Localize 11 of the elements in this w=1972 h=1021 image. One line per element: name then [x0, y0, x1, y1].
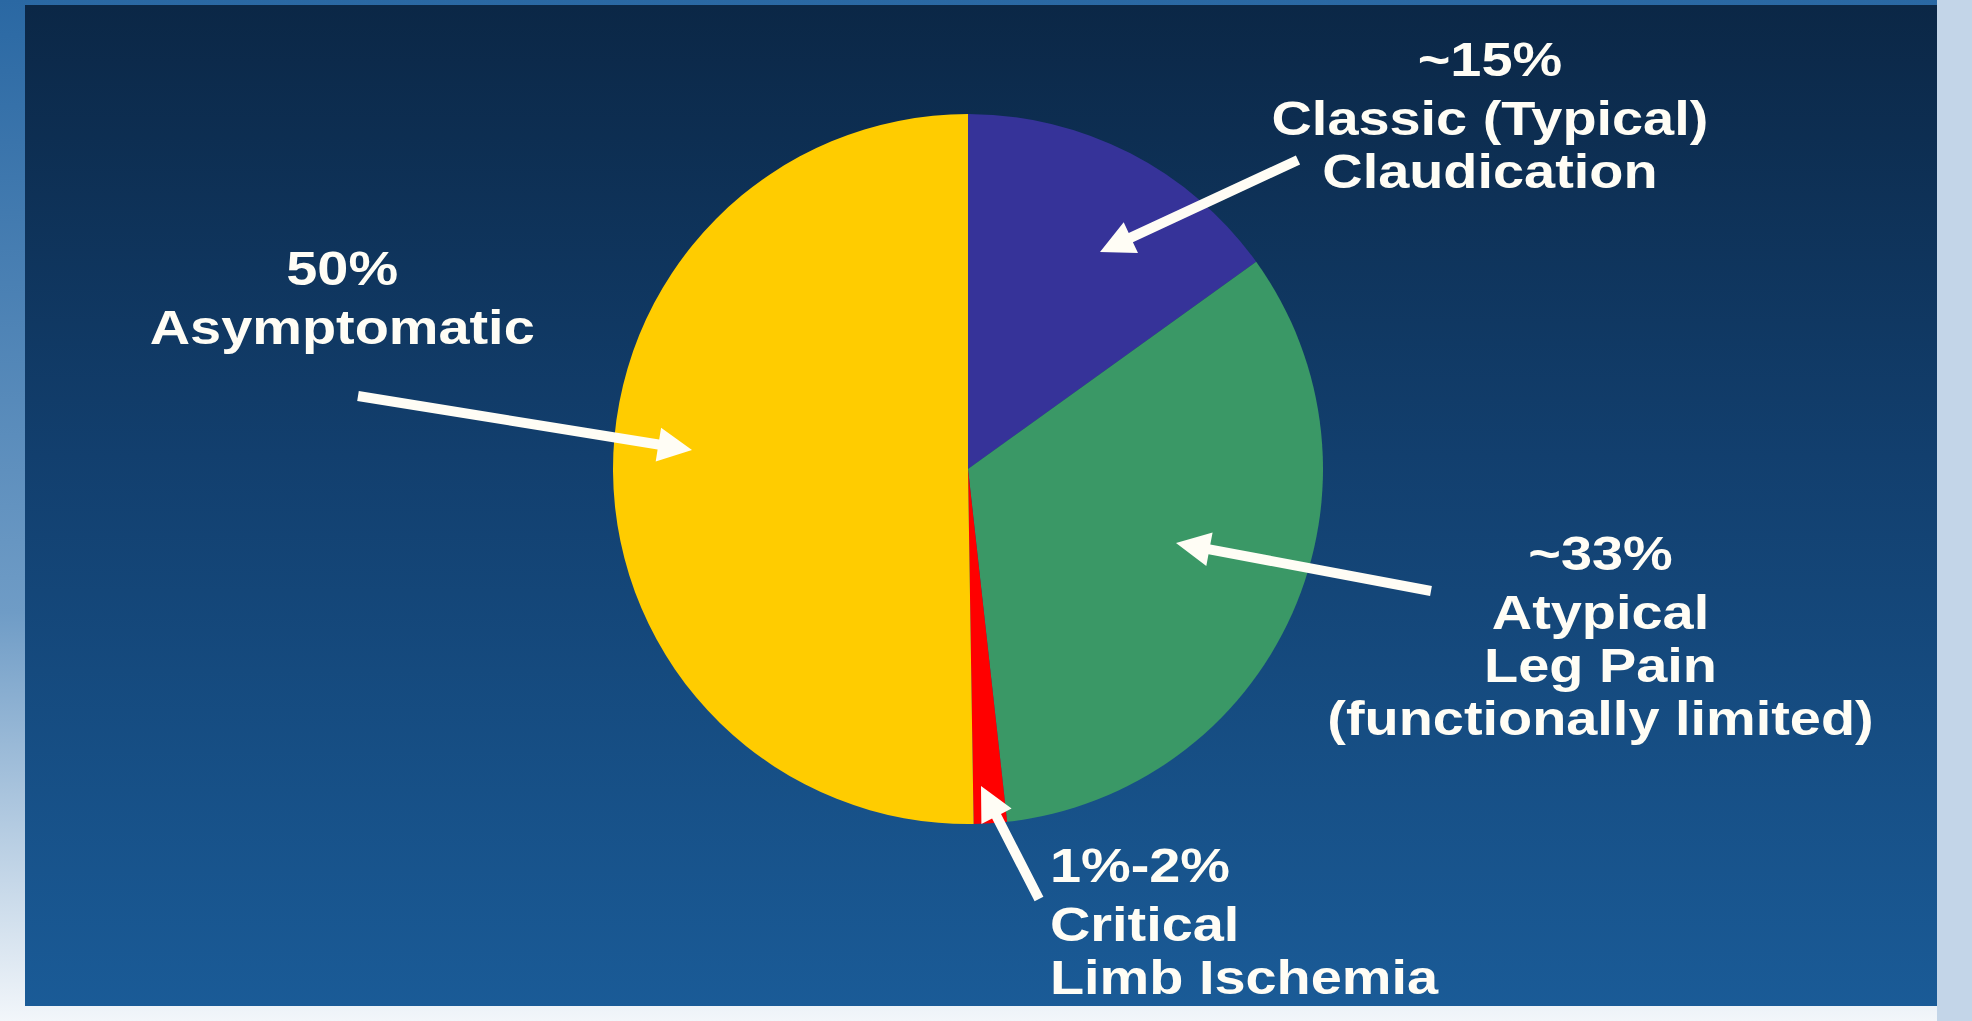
- pie-slice: [613, 114, 974, 824]
- data-label: ~33%: [1527, 526, 1674, 582]
- data-label: 50%: [285, 241, 400, 297]
- data-label: ~15%: [1416, 32, 1564, 88]
- data-label: 1%-2%: [1049, 838, 1232, 894]
- pie-slice: [968, 261, 1323, 822]
- slice-label: Classic (Typical) Claudication: [1270, 92, 1710, 198]
- pie-slice: [968, 114, 1257, 469]
- slice-label: Asymptomatic: [148, 301, 536, 354]
- slice-label: Critical Limb Ischemia: [1049, 898, 1439, 1004]
- slice-label: Atypical Leg Pain (functionally limited): [1326, 586, 1875, 745]
